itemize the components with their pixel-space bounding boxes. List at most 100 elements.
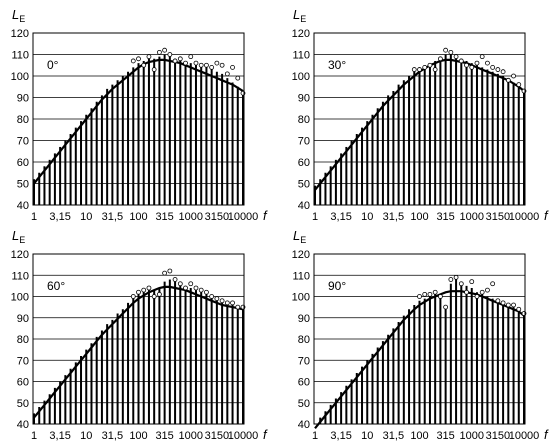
data-point: [162, 47, 168, 53]
data-point: [505, 302, 511, 308]
data-point: [214, 296, 220, 302]
data-point: [453, 274, 459, 280]
x-tick-label: 31,5: [383, 430, 404, 441]
data-point: [193, 285, 199, 291]
data-point: [437, 56, 443, 62]
data-point: [151, 67, 157, 72]
data-point: [230, 65, 235, 70]
y-tick-label: 100: [292, 292, 310, 304]
data-point: [219, 298, 225, 304]
data-point: [146, 285, 152, 291]
data-point: [516, 82, 522, 87]
data-point: [464, 289, 469, 295]
x-tick-label: 1000: [179, 430, 203, 441]
chart-panel: 40 50 60 70 80 90 100 110 120 1 3,15 10 31,5 100 315 10…: [11, 228, 268, 441]
x-axis-label: f: [263, 427, 268, 441]
data-point: [495, 298, 501, 304]
data-point: [500, 300, 506, 306]
data-point: [235, 304, 241, 310]
y-tick-label: 90: [298, 313, 310, 325]
x-tick-label: 1000: [460, 211, 484, 223]
data-point: [443, 304, 449, 310]
series-line: [314, 290, 525, 429]
x-tick-label: 10000: [228, 211, 259, 223]
y-tick-label: 120: [11, 249, 29, 261]
data-point: [136, 289, 141, 295]
y-axis-label: LE: [293, 228, 306, 245]
data-point: [209, 65, 215, 70]
data-point: [411, 67, 417, 72]
x-axis-label: f: [544, 427, 549, 441]
y-tick-label: 60: [17, 157, 29, 169]
y-axis-label: LE: [12, 228, 25, 245]
data-point: [479, 54, 485, 60]
y-tick-label: 70: [17, 355, 29, 367]
y-tick-label: 90: [17, 313, 29, 325]
data-point: [432, 289, 438, 295]
data-point: [448, 49, 454, 55]
y-tick-label: 120: [11, 28, 29, 40]
chart-panel: 40 50 60 70 80 90 100 110 120 1 3,15 10 31,5 100 315 10…: [11, 7, 268, 223]
data-point: [490, 65, 496, 70]
y-tick-label: 70: [298, 136, 310, 148]
data-point: [427, 291, 433, 297]
x-tick-label: 1: [31, 211, 37, 223]
data-point: [141, 287, 147, 293]
y-tick-label: 90: [298, 93, 310, 105]
x-tick-label: 31,5: [102, 211, 123, 223]
data-point: [141, 62, 147, 68]
y-axis-label: LE: [293, 7, 306, 24]
x-tick-label: 10000: [509, 211, 540, 223]
data-point: [469, 65, 475, 70]
data-point: [511, 302, 516, 308]
data-point: [156, 291, 162, 297]
x-tick-label: 10: [361, 430, 373, 441]
series-line: [33, 285, 244, 419]
data-point: [458, 58, 464, 64]
x-tick-label: 3150: [486, 211, 510, 223]
chart-panel: 40 50 60 70 80 90 100 110 120 1 3,15 10 31,5 100 315 10…: [292, 228, 549, 441]
x-tick-label: 100: [410, 430, 428, 441]
data-point: [136, 56, 141, 62]
panel-label: 90°: [328, 279, 346, 293]
data-point: [167, 52, 173, 57]
data-point: [204, 62, 209, 68]
panel-label: 0°: [47, 58, 59, 72]
x-tick-label: 1000: [460, 430, 484, 441]
y-tick-label: 110: [292, 50, 310, 62]
plot-frame: [32, 253, 245, 425]
x-tick-label: 100: [410, 211, 428, 223]
x-tick-label: 10: [361, 211, 373, 223]
data-point: [130, 294, 136, 299]
y-tick-label: 100: [11, 292, 29, 304]
data-point: [453, 54, 459, 60]
x-tick-label: 100: [129, 430, 147, 441]
x-tick-label: 3150: [205, 211, 229, 223]
chart-panel: 40 50 60 70 80 90 100 110 120 1 3,15 10 31,5 100 315 10…: [292, 7, 549, 223]
data-point: [209, 294, 215, 299]
y-tick-label: 70: [298, 355, 310, 367]
data-point: [422, 65, 428, 70]
y-axis-label: LE: [12, 7, 25, 24]
y-tick-label: 60: [298, 157, 310, 169]
data-point: [177, 56, 183, 62]
x-tick-label: 3,15: [330, 430, 351, 441]
data-point: [224, 300, 230, 306]
data-point: [162, 270, 168, 276]
data-point: [474, 60, 480, 66]
data-point: [219, 62, 225, 68]
data-point: [183, 285, 188, 291]
x-axis-label: f: [544, 208, 549, 223]
x-axis-label: f: [263, 208, 268, 223]
x-tick-label: 315: [155, 430, 173, 441]
data-point: [422, 291, 428, 297]
x-tick-label: 10: [80, 430, 92, 441]
y-tick-label: 100: [292, 71, 310, 83]
plot-frame: [313, 32, 526, 206]
data-point: [511, 73, 516, 79]
y-tick-label: 80: [298, 334, 310, 346]
data-point: [464, 62, 469, 68]
x-tick-label: 3150: [205, 430, 229, 441]
y-tick-label: 40: [17, 200, 29, 212]
panel-label: 60°: [47, 279, 65, 293]
